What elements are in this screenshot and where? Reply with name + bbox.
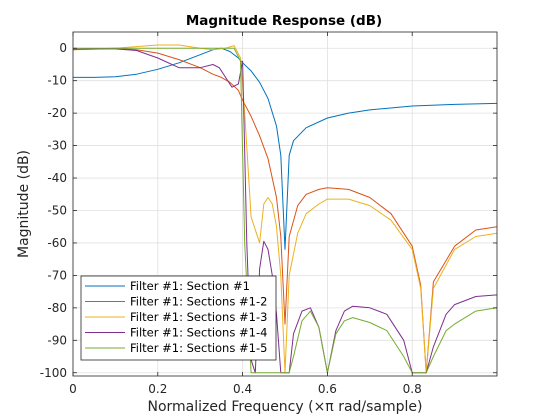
y-axis-label: Magnitude (dB) <box>16 150 32 258</box>
axes-box <box>72 31 498 377</box>
legend-label-5: Filter #1: Sections #1-5 <box>130 341 267 355</box>
y-tick-label: -10 <box>47 74 67 88</box>
legend-label-1: Filter #1: Section #1 <box>130 279 250 293</box>
x-axis-label: Normalized Frequency (×π rad/sample) <box>148 399 423 415</box>
y-tick-label: -100 <box>40 366 67 380</box>
y-tick-label: -30 <box>47 139 67 153</box>
x-tick-label: 0.2 <box>148 382 167 396</box>
x-tick-label: 0.8 <box>403 382 422 396</box>
y-tick-label: -50 <box>47 203 67 217</box>
legend-label-2: Filter #1: Sections #1-2 <box>130 295 267 309</box>
legend-label-4: Filter #1: Sections #1-4 <box>130 326 267 340</box>
y-tick-label: -60 <box>47 236 67 250</box>
y-tick-label: 0 <box>59 41 67 55</box>
x-tick-label: 0.6 <box>318 382 337 396</box>
series-line-5 <box>73 47 497 374</box>
series-line-2 <box>73 47 497 374</box>
legend-entries: Filter #1: Section #1 Filter #1: Sections… <box>85 279 267 355</box>
series-line-1 <box>73 47 497 250</box>
y-tick-labels: 0 -10 -20 -30 -40 -50 -60 -70 -80 -90 -100 <box>40 41 67 380</box>
x-tick-label: 0 <box>69 382 77 396</box>
y-tick-label: -90 <box>47 333 67 347</box>
y-tick-label: -80 <box>47 301 67 315</box>
legend-label-3: Filter #1: Sections #1-3 <box>130 310 267 324</box>
y-tick-label: -40 <box>47 171 67 185</box>
y-tick-label: -20 <box>47 106 67 120</box>
x-tick-labels: 0 0.2 0.4 0.6 0.8 <box>69 382 422 396</box>
x-tick-label: 0.4 <box>233 382 252 396</box>
y-tick-label: -70 <box>47 268 67 282</box>
chart-title: Magnitude Response (dB) <box>186 13 382 29</box>
legend: Filter #1: Section #1 Filter #1: Sections… <box>80 275 277 361</box>
series-line-3 <box>73 44 497 374</box>
ticks <box>72 32 497 376</box>
legend-box <box>80 275 277 361</box>
